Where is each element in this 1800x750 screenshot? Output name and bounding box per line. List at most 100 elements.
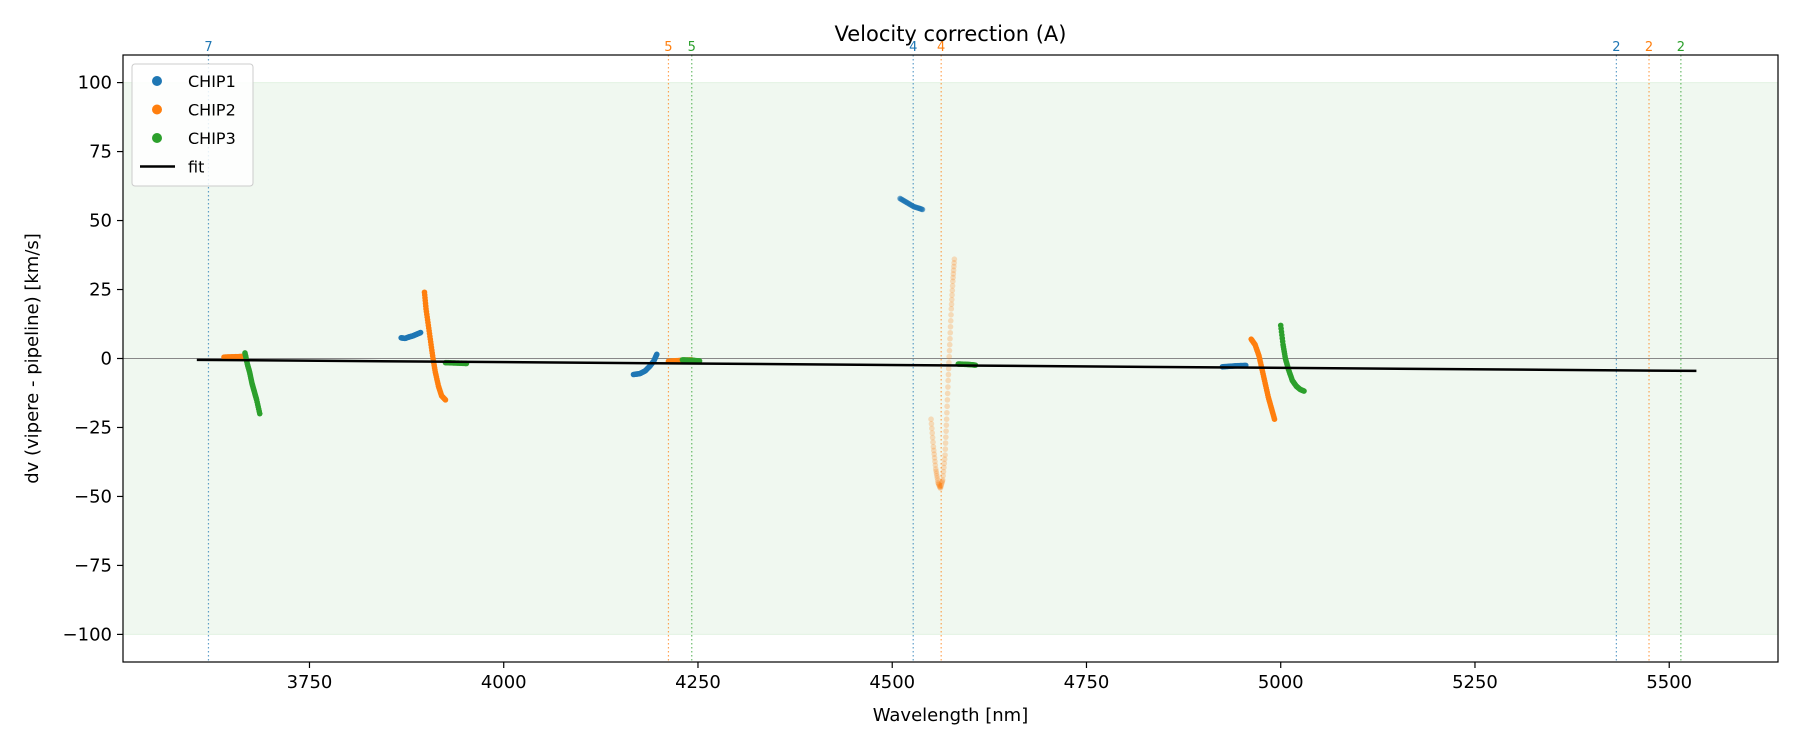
data-point <box>942 446 949 452</box>
order-label-7: 2 <box>1677 40 1685 55</box>
x-axis-label: Wavelength [nm] <box>873 705 1029 726</box>
data-point <box>943 434 949 440</box>
data-point <box>943 428 949 434</box>
data-point <box>932 466 939 472</box>
y-tick-label: −25 <box>74 417 112 438</box>
plot-area <box>122 54 1779 663</box>
data-point <box>919 206 926 213</box>
data-point <box>939 479 945 486</box>
legend-marker-chip3 <box>152 133 162 143</box>
y-tick-label: 25 <box>89 280 112 301</box>
data-point <box>1301 388 1307 394</box>
order-label-3: 4 <box>909 40 917 55</box>
data-point <box>950 267 957 274</box>
data-point <box>937 483 944 490</box>
order-label-0: 7 <box>204 40 212 55</box>
data-point <box>930 439 936 445</box>
data-point <box>941 464 947 471</box>
data-point <box>948 301 955 308</box>
data-point <box>937 485 944 491</box>
data-point <box>949 287 956 294</box>
data-point <box>936 481 942 488</box>
legend-label-chip2: CHIP2 <box>188 101 236 120</box>
y-tick-label: 75 <box>89 142 112 163</box>
data-point <box>941 460 948 467</box>
data-point <box>934 477 941 484</box>
data-point <box>947 329 954 336</box>
order-label-1: 5 <box>664 40 672 55</box>
data-point <box>948 296 955 303</box>
data-point <box>936 483 943 490</box>
x-tick-label: 3750 <box>287 672 333 693</box>
order-label-5: 2 <box>1612 40 1620 55</box>
y-tick-label: 0 <box>101 349 112 370</box>
x-tick-label: 5500 <box>1646 672 1692 693</box>
legend-marker-chip1 <box>152 76 162 86</box>
data-point <box>417 329 424 336</box>
data-point <box>944 390 951 397</box>
series-chip1-0 <box>398 329 424 342</box>
x-axis-ticks: 3750 4000 4250 4500 4750 5000 5250 5500 <box>287 662 1692 693</box>
data-point <box>944 403 950 410</box>
x-tick-label: 4500 <box>869 672 915 693</box>
y-tick-label: −50 <box>74 486 112 507</box>
legend-label-chip3: CHIP3 <box>188 129 236 148</box>
data-point <box>932 458 938 465</box>
data-point <box>928 416 934 423</box>
data-point <box>939 477 946 483</box>
data-point <box>929 434 936 441</box>
data-point <box>653 351 660 358</box>
series-chip2-7 <box>928 256 958 491</box>
legend-label-fit: fit <box>188 158 204 177</box>
y-axis-label: dv (vipere - pipeline) [km/s] <box>22 233 43 484</box>
data-point <box>934 472 940 479</box>
order-marker-labels: 7 5 5 4 4 2 2 2 <box>204 40 1685 55</box>
data-point <box>943 416 950 423</box>
data-point <box>933 470 940 477</box>
data-point <box>442 397 449 403</box>
x-tick-label: 4000 <box>481 672 527 693</box>
data-point <box>1271 416 1278 423</box>
data-point <box>949 283 956 289</box>
legend-marker-chip2 <box>152 104 162 115</box>
data-point <box>934 475 941 481</box>
data-point <box>951 263 957 270</box>
data-point <box>942 452 948 458</box>
data-point <box>930 443 937 450</box>
data-point <box>946 353 953 360</box>
data-point <box>940 468 947 475</box>
data-point <box>950 278 956 285</box>
data-point <box>946 347 953 354</box>
data-points <box>221 195 1307 491</box>
legend-box <box>131 63 254 187</box>
data-point <box>935 480 942 487</box>
y-tick-label: −100 <box>63 624 112 645</box>
data-point <box>950 271 957 277</box>
data-point <box>929 430 936 436</box>
series-chip3-9 <box>242 350 263 417</box>
data-point <box>931 451 937 457</box>
x-tick-label: 4750 <box>1064 672 1110 693</box>
data-point <box>929 425 935 432</box>
data-point <box>942 440 949 446</box>
series-chip1-2 <box>897 195 926 213</box>
data-point <box>948 306 955 312</box>
data-point <box>949 292 955 298</box>
data-point <box>932 462 939 468</box>
x-tick-label: 5000 <box>1258 672 1304 693</box>
data-point <box>945 377 951 384</box>
data-point <box>943 422 950 428</box>
data-point <box>948 312 954 318</box>
data-point <box>945 371 952 378</box>
order-label-6: 2 <box>1645 40 1653 55</box>
order-label-2: 5 <box>688 40 696 55</box>
data-point <box>951 260 957 266</box>
data-point <box>940 472 946 479</box>
data-point <box>935 479 941 486</box>
data-point <box>256 410 263 417</box>
chart-title: Velocity correction (A) <box>834 22 1066 46</box>
data-point <box>946 341 953 348</box>
data-point <box>939 478 946 485</box>
y-tick-label: −75 <box>74 555 112 576</box>
series-chip2-8 <box>1248 336 1278 423</box>
